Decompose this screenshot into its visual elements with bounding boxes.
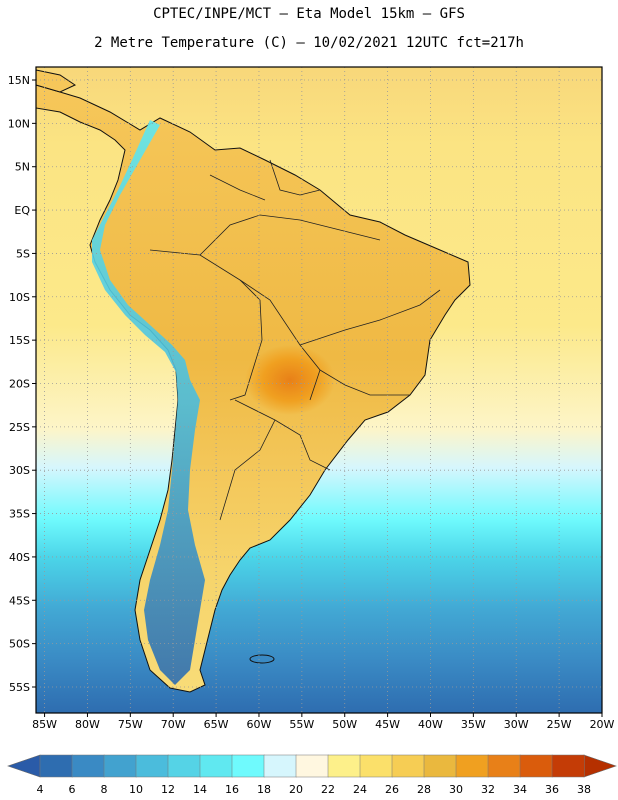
- map-subtitle: 2 Metre Temperature (C) – 10/02/2021 12U…: [94, 35, 524, 51]
- longitude-axis: 85W 80W 75W 70W 65W 60W 55W 50W 45W 40W 35W 30W 25W 2…: [32, 713, 615, 731]
- colorbar-label: 36: [545, 783, 559, 796]
- colorbar-label: 20: [289, 783, 303, 796]
- lat-tick-label: 50S: [9, 638, 30, 651]
- lon-tick-label: 85W: [32, 718, 57, 731]
- colorbar-low-arrow: [7, 754, 41, 778]
- colorbar-swatch: [551, 754, 585, 778]
- colorbar-label: 12: [161, 783, 175, 796]
- lat-tick-label: 10N: [8, 117, 30, 130]
- colorbar-label: 34: [513, 783, 527, 796]
- lat-tick-label: 5S: [16, 247, 30, 260]
- falkland-islands: [249, 654, 275, 664]
- colorbar-label: 16: [225, 783, 239, 796]
- colorbar-swatch: [135, 754, 169, 778]
- lon-tick-label: 25W: [547, 718, 572, 731]
- colorbar-swatch: [359, 754, 393, 778]
- lat-tick-label: 45S: [9, 594, 30, 607]
- colorbar-swatch: [263, 754, 297, 778]
- colorbar-swatch: [199, 754, 233, 778]
- lat-tick-label: 15S: [9, 334, 30, 347]
- lat-tick-label: 20S: [9, 377, 30, 390]
- lat-tick-label: 55S: [9, 681, 30, 694]
- colorbar-high-arrow: [583, 754, 617, 778]
- colorbar-label: 22: [321, 783, 335, 796]
- lat-tick-label: EQ: [14, 204, 30, 217]
- colorbar: 4 6 8 10 12 14 16 18 20 22 24 26 28 30 32 34 36 38: [7, 754, 617, 796]
- colorbar-swatch: [455, 754, 489, 778]
- lon-tick-label: 80W: [75, 718, 100, 731]
- colorbar-swatch: [167, 754, 201, 778]
- colorbar-label: 4: [37, 783, 44, 796]
- colorbar-label: 28: [417, 783, 431, 796]
- colorbar-swatch: [423, 754, 457, 778]
- lon-tick-label: 75W: [118, 718, 143, 731]
- lon-tick-label: 35W: [461, 718, 486, 731]
- colorbar-swatch: [103, 754, 137, 778]
- lat-tick-label: 10S: [9, 291, 30, 304]
- map-title: CPTEC/INPE/MCT – Eta Model 15km – GFS: [153, 6, 465, 22]
- latitude-axis: 15N 10N 5N EQ 5S 10S 15S 20S 25S 30S 35S 40S 45S 50S 5…: [8, 74, 36, 694]
- colorbar-swatch: [231, 754, 265, 778]
- colorbar-label: 6: [69, 783, 76, 796]
- colorbar-label: 32: [481, 783, 495, 796]
- colorbar-swatch: [519, 754, 553, 778]
- andes-cold-zone: [92, 120, 205, 685]
- colorbar-swatch: [39, 754, 73, 778]
- colorbar-label: 24: [353, 783, 367, 796]
- colorbar-swatch: [295, 754, 329, 778]
- colorbar-swatch: [487, 754, 521, 778]
- lon-tick-label: 40W: [418, 718, 443, 731]
- lat-tick-label: 35S: [9, 508, 30, 521]
- lon-tick-label: 70W: [161, 718, 186, 731]
- colorbar-swatch: [391, 754, 425, 778]
- colorbar-label: 8: [101, 783, 108, 796]
- colorbar-label: 10: [129, 783, 143, 796]
- colorbar-label: 14: [193, 783, 207, 796]
- lon-tick-label: 65W: [204, 718, 229, 731]
- colorbar-label: 18: [257, 783, 271, 796]
- lon-tick-label: 50W: [332, 718, 357, 731]
- map-frame: [35, 66, 603, 714]
- hot-spot: [245, 345, 335, 415]
- lon-tick-label: 45W: [375, 718, 400, 731]
- colorbar-swatch: [71, 754, 105, 778]
- lat-tick-label: 40S: [9, 551, 30, 564]
- lat-tick-label: 5N: [15, 161, 30, 174]
- lon-tick-label: 30W: [504, 718, 529, 731]
- lon-tick-label: 60W: [247, 718, 272, 731]
- lon-tick-label: 20W: [590, 718, 615, 731]
- country-borders: [149, 159, 441, 521]
- colorbar-swatch: [327, 754, 361, 778]
- lat-tick-label: 30S: [9, 464, 30, 477]
- colorbar-label: 30: [449, 783, 463, 796]
- lat-tick-label: 15N: [8, 74, 30, 87]
- colorbar-label: 38: [577, 783, 591, 796]
- lon-tick-label: 55W: [289, 718, 314, 731]
- lat-tick-label: 25S: [9, 421, 30, 434]
- colorbar-label: 26: [385, 783, 399, 796]
